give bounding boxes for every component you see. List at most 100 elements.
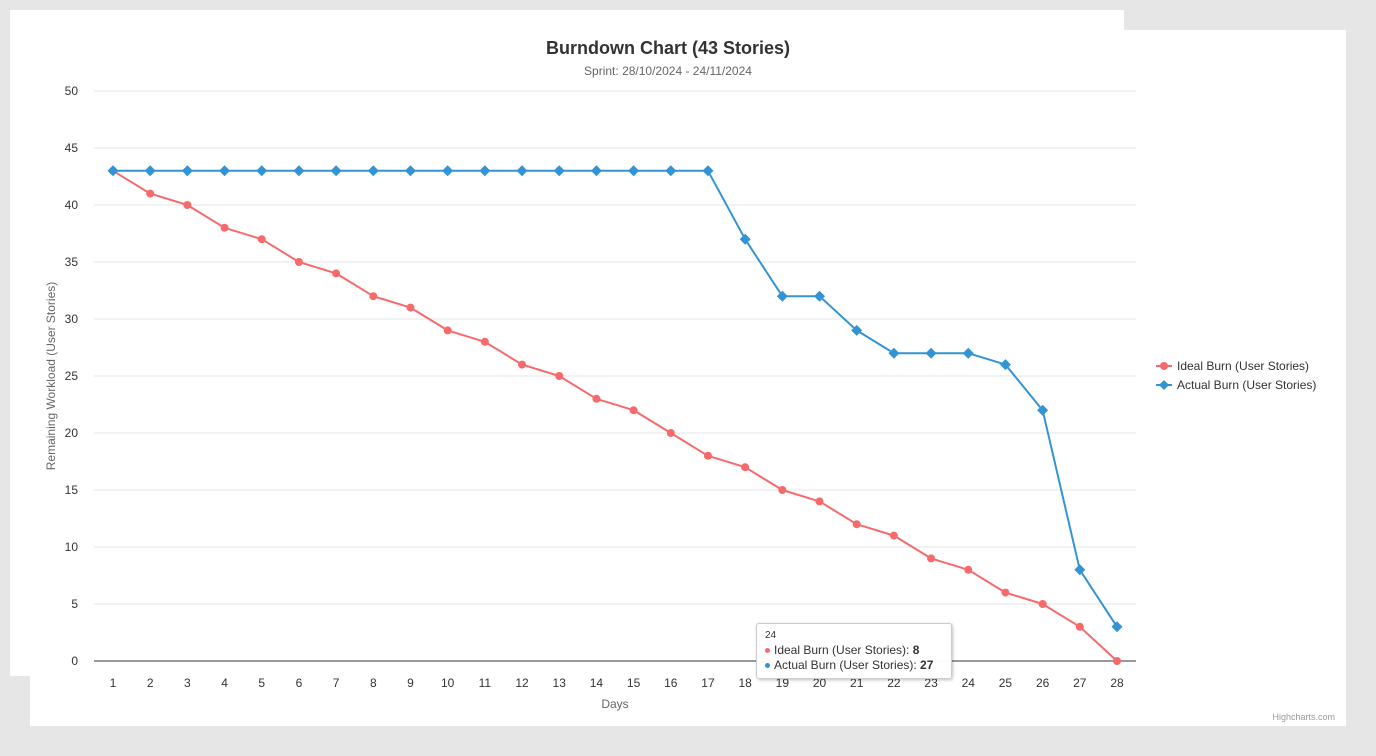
- ideal-point[interactable]: [1113, 657, 1121, 665]
- ideal-point[interactable]: [741, 463, 750, 472]
- actual-point[interactable]: [1111, 621, 1123, 633]
- actual-point[interactable]: [256, 165, 268, 177]
- actual-point[interactable]: [590, 165, 602, 177]
- actual-point[interactable]: [330, 165, 342, 177]
- actual-point[interactable]: [293, 165, 305, 177]
- actual-point[interactable]: [888, 347, 900, 359]
- x-tick-label: 13: [553, 676, 567, 690]
- ideal-point[interactable]: [629, 406, 638, 415]
- actual-point[interactable]: [144, 165, 156, 177]
- ideal-point[interactable]: [852, 520, 861, 529]
- legend-diamond-icon[interactable]: [1159, 380, 1169, 390]
- ideal-point[interactable]: [146, 189, 155, 198]
- x-axis-label: Days: [601, 697, 628, 711]
- y-tick-label: 25: [65, 369, 79, 383]
- tooltip-actual-label: Actual Burn (User Stories):: [774, 658, 921, 672]
- actual-point[interactable]: [814, 290, 826, 302]
- x-tick-label: 7: [333, 676, 340, 690]
- x-tick-label: 24: [962, 676, 976, 690]
- actual-point[interactable]: [367, 165, 379, 177]
- x-tick-label: 2: [147, 676, 154, 690]
- ideal-point[interactable]: [964, 565, 973, 574]
- x-tick-label: 4: [221, 676, 228, 690]
- ideal-point[interactable]: [480, 337, 489, 346]
- ideal-point[interactable]: [1075, 622, 1084, 631]
- ideal-point[interactable]: [703, 451, 712, 460]
- ideal-point[interactable]: [369, 292, 378, 301]
- ideal-point[interactable]: [778, 486, 787, 494]
- legend-circle-icon[interactable]: [1160, 362, 1168, 370]
- x-tick-label: 23: [924, 676, 938, 690]
- series-line-ideal[interactable]: [112, 169, 1118, 662]
- x-tick-label: 14: [590, 676, 604, 690]
- ideal-point[interactable]: [183, 201, 192, 209]
- y-tick-label: 5: [71, 597, 78, 611]
- actual-point[interactable]: [739, 233, 751, 245]
- actual-point[interactable]: [776, 290, 788, 302]
- actual-point[interactable]: [851, 324, 863, 336]
- legend-item-label[interactable]: Actual Burn (User Stories): [1177, 378, 1316, 392]
- actual-point[interactable]: [628, 165, 640, 177]
- x-tick-label: 5: [258, 676, 265, 690]
- ideal-point[interactable]: [592, 394, 601, 403]
- credits-link[interactable]: Highcharts.com: [1272, 712, 1335, 722]
- x-tick-label: 12: [515, 676, 529, 690]
- x-tick-label: 11: [479, 676, 492, 690]
- actual-dot-icon: [765, 663, 770, 669]
- ideal-point[interactable]: [1001, 588, 1010, 597]
- tooltip: 24 Ideal Burn (User Stories): 8 Actual B…: [756, 623, 952, 679]
- ideal-point[interactable]: [257, 235, 266, 244]
- x-tick-label: 19: [776, 676, 790, 690]
- tooltip-ideal-label: Ideal Burn (User Stories):: [774, 643, 913, 657]
- x-tick-label: 15: [627, 676, 641, 690]
- ideal-point[interactable]: [666, 429, 675, 437]
- y-tick-label: 40: [65, 198, 79, 212]
- actual-point[interactable]: [107, 165, 119, 177]
- x-tick-label: 20: [813, 676, 827, 690]
- y-tick-label: 0: [71, 654, 78, 668]
- actual-point[interactable]: [962, 347, 974, 359]
- ideal-point[interactable]: [332, 269, 341, 278]
- actual-point[interactable]: [1074, 564, 1086, 576]
- legend-item-label[interactable]: Ideal Burn (User Stories): [1177, 359, 1309, 373]
- y-tick-label: 15: [65, 483, 79, 497]
- actual-point[interactable]: [1037, 404, 1049, 416]
- ideal-point[interactable]: [518, 360, 527, 369]
- actual-point[interactable]: [553, 165, 565, 177]
- y-tick-label: 30: [65, 312, 79, 326]
- actual-point[interactable]: [999, 359, 1011, 371]
- actual-point[interactable]: [479, 165, 491, 177]
- y-tick-label: 45: [65, 141, 79, 155]
- ideal-point[interactable]: [927, 554, 936, 563]
- tooltip-ideal-value: 8: [912, 643, 920, 657]
- y-tick-label: 35: [65, 255, 79, 269]
- tooltip-row-ideal: Ideal Burn (User Stories): 8: [765, 643, 943, 658]
- x-tick-label: 6: [296, 676, 303, 690]
- ideal-point[interactable]: [1038, 600, 1047, 608]
- actual-point[interactable]: [181, 165, 193, 177]
- x-tick-label: 21: [850, 676, 864, 690]
- ideal-point[interactable]: [220, 223, 229, 232]
- y-tick-label: 10: [65, 540, 79, 554]
- tooltip-header: 24: [765, 630, 777, 641]
- y-tick-label: 50: [65, 84, 79, 98]
- actual-point[interactable]: [925, 347, 937, 359]
- ideal-point[interactable]: [555, 372, 564, 380]
- ideal-point[interactable]: [406, 303, 415, 312]
- ideal-point[interactable]: [815, 497, 824, 506]
- ideal-point[interactable]: [443, 326, 452, 335]
- actual-point[interactable]: [219, 165, 231, 177]
- ideal-point[interactable]: [889, 531, 898, 540]
- actual-point[interactable]: [442, 165, 454, 177]
- x-tick-label: 25: [999, 676, 1013, 690]
- y-tick-label: 20: [65, 426, 79, 440]
- x-tick-label: 16: [664, 676, 678, 690]
- actual-point[interactable]: [665, 165, 677, 177]
- actual-point[interactable]: [702, 165, 714, 177]
- actual-point[interactable]: [404, 165, 416, 177]
- ideal-point[interactable]: [294, 258, 303, 266]
- actual-point[interactable]: [516, 165, 528, 177]
- chart-card: [10, 10, 1124, 676]
- series-line-actual[interactable]: [113, 169, 1118, 628]
